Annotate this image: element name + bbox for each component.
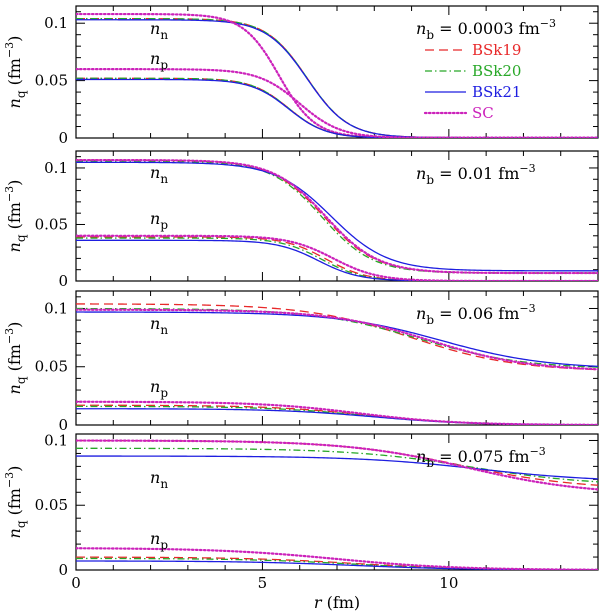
series-bsk19-p — [76, 236, 598, 281]
y-tick-label: 0.05 — [35, 358, 68, 376]
baryon-density-annotation: nb = 0.075 fm−3 — [416, 445, 546, 470]
curves — [76, 439, 598, 570]
series-sc-p — [76, 234, 598, 281]
series-bsk20-p — [76, 77, 598, 138]
y-axis-label: nq (fm−3) — [3, 36, 28, 109]
x-tick-label: 10 — [439, 574, 458, 592]
label-n-n: nn — [150, 468, 168, 491]
series-bsk20-p — [76, 237, 598, 281]
series-sc-p — [76, 68, 598, 138]
y-tick-label: 0.1 — [44, 299, 68, 317]
x-tick-label: 5 — [258, 574, 268, 592]
series-sc-p — [76, 547, 598, 570]
y-tick-label: 0.05 — [35, 496, 68, 514]
series-bsk19-n — [76, 303, 598, 371]
label-n-n: nn — [150, 19, 168, 42]
label-n-p: np — [150, 49, 168, 72]
x-axis-label: r (fm) — [314, 593, 360, 612]
series-sc-p — [76, 400, 598, 425]
label-n-p: np — [150, 529, 168, 552]
y-axis-label: nq (fm−3) — [3, 466, 28, 539]
panel-4: 0 0.05 0.1 nq (fm−3) nn np nb = 0.075 fm−3 0 5 10… — [3, 431, 599, 612]
panel-2: 0 0.05 0.1 nq (fm−3) nn np nb = 0.01 fm−3 — [3, 150, 599, 290]
legend-label-bsk21: BSk21 — [472, 83, 521, 101]
label-n-n: nn — [150, 163, 168, 186]
series-bsk20-n — [76, 447, 598, 483]
panel-3: 0 0.05 0.1 nq (fm−3) nn np nb = 0.06 fm−3 — [3, 290, 599, 434]
legend-label-bsk20: BSk20 — [472, 62, 521, 80]
baryon-density-annotation: nb = 0.06 fm−3 — [416, 302, 536, 327]
label-n-p: np — [150, 209, 168, 232]
y-tick-label: 0.05 — [35, 72, 68, 90]
label-n-p: np — [150, 377, 168, 400]
curves — [76, 303, 598, 425]
y-tick-label: 0 — [58, 561, 68, 579]
baryon-density-annotation: nb = 0.01 fm−3 — [416, 162, 536, 187]
series-bsk21-p — [76, 78, 598, 138]
curves — [76, 158, 598, 281]
series-bsk21-p — [76, 239, 598, 281]
y-tick-label: 0.1 — [44, 431, 68, 449]
series-sc-n — [76, 439, 598, 491]
y-tick-label: 0.1 — [44, 159, 68, 177]
x-tick-label: 0 — [71, 574, 81, 592]
series-bsk21-n — [76, 161, 598, 272]
y-tick-label: 0.05 — [35, 215, 68, 233]
y-tick-label: 0 — [58, 129, 68, 147]
series-sc-n — [76, 308, 598, 371]
baryon-density-annotation: nb = 0.0003 fm−3 — [416, 17, 556, 42]
y-tick-label: 0 — [58, 272, 68, 290]
legend-label-sc: SC — [472, 104, 494, 122]
series-bsk21-n — [76, 455, 598, 480]
legend: BSk19 BSk20 BSk21 SC — [423, 41, 521, 122]
label-n-n: nn — [150, 314, 168, 337]
y-tick-label: 0 — [58, 416, 68, 434]
y-tick-label: 0.1 — [44, 14, 68, 32]
legend-label-bsk19: BSk19 — [472, 41, 521, 59]
curves — [76, 12, 598, 138]
series-sc-n — [76, 158, 598, 275]
y-axis-label: nq (fm−3) — [3, 322, 28, 395]
y-axis-label: nq (fm−3) — [3, 180, 28, 253]
